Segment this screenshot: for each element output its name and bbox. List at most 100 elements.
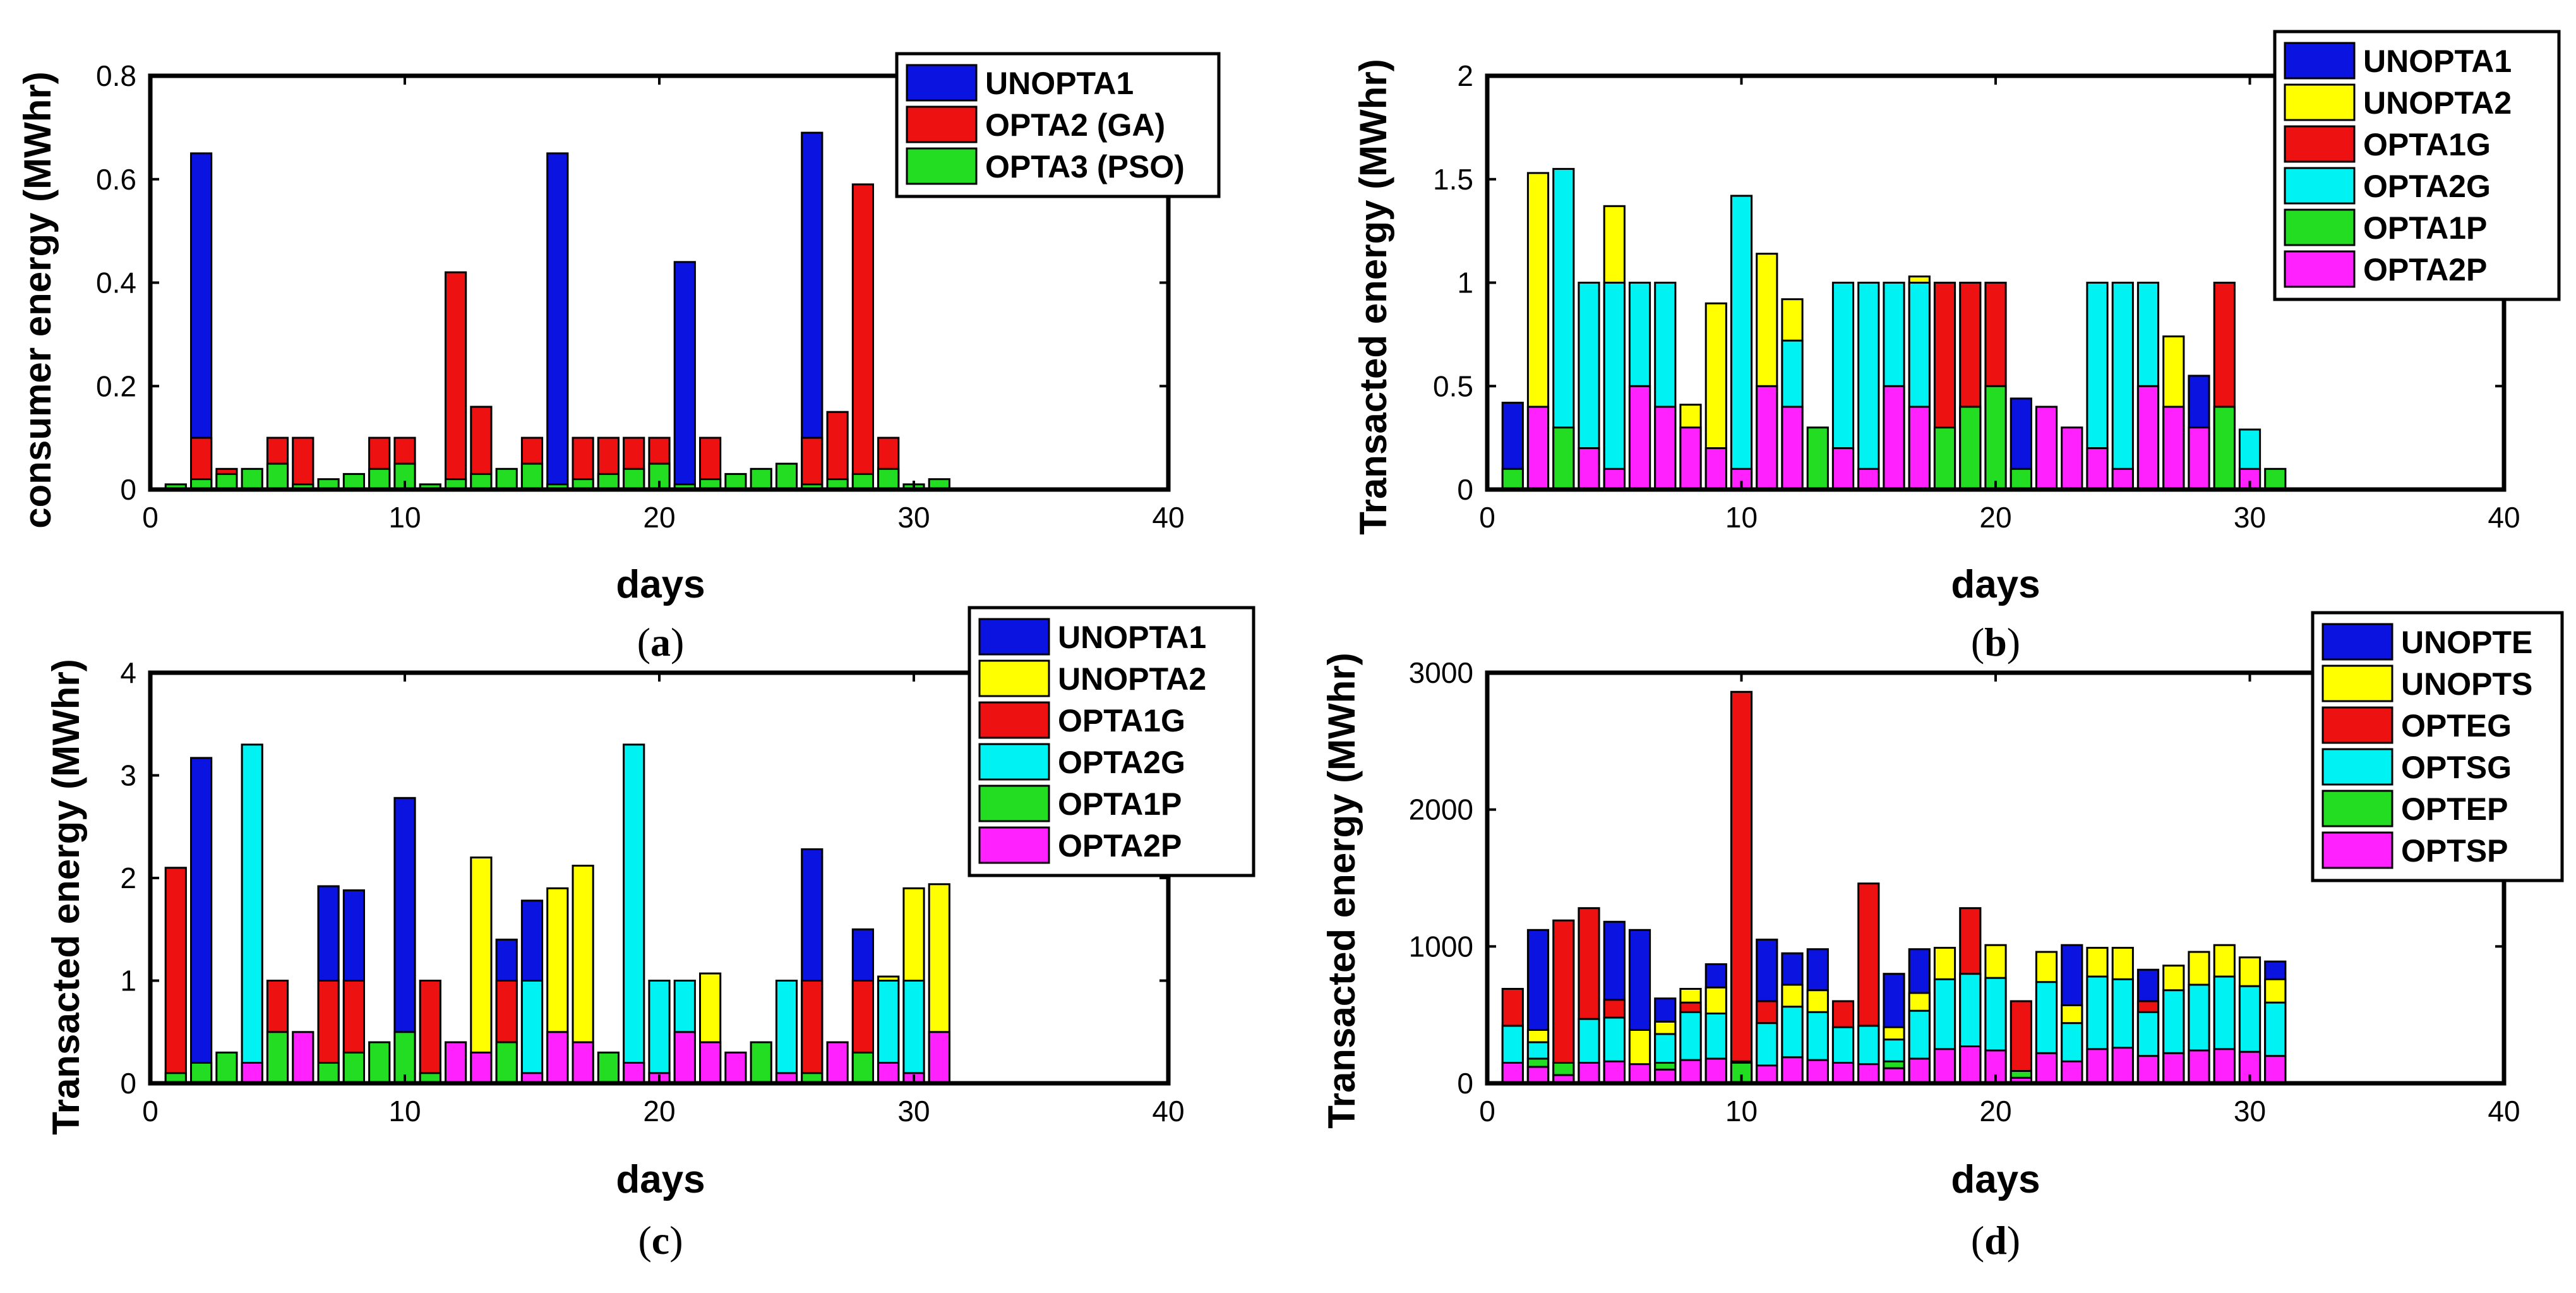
- bar: [597, 472, 620, 491]
- bar: [1857, 1063, 1880, 1085]
- legend: UNOPTE UNOPTS OPTEG OPTSG OPTEP OPTSP: [2311, 611, 2564, 882]
- legend-label: OPTA1P: [1058, 786, 1182, 822]
- legend: UNOPTA1 OPTA2 (GA) OPTA3 (PSO): [895, 52, 1221, 198]
- x-tick-label: 20: [643, 1095, 675, 1128]
- bar: [2162, 406, 2185, 491]
- legend-swatch: [2284, 83, 2356, 121]
- bar: [419, 980, 441, 1085]
- bar: [2035, 406, 2058, 491]
- y-tick-label: 1: [120, 965, 136, 997]
- x-tick-label: 0: [1479, 501, 1495, 534]
- bar: [750, 467, 772, 491]
- bar: [1984, 385, 2007, 491]
- legend-swatch: [2321, 623, 2393, 661]
- legend-label: UNOPTA1: [1058, 620, 1206, 655]
- bar: [928, 1031, 950, 1085]
- bar: [342, 1051, 365, 1085]
- legend-swatch: [2284, 42, 2356, 80]
- legend-swatch: [978, 659, 1050, 697]
- bar: [623, 743, 645, 1085]
- bar: [1933, 1048, 1956, 1085]
- bar: [1756, 385, 1778, 491]
- bar: [190, 757, 213, 1085]
- bar: [1654, 406, 1677, 491]
- legend-label: OPTA1G: [1058, 703, 1185, 738]
- legend-label: UNOPTA2: [2363, 85, 2512, 121]
- bar: [2136, 1055, 2160, 1085]
- legend-swatch: [978, 743, 1050, 781]
- y-axis-label: Transacted energy (MWhr): [45, 659, 87, 1135]
- y-tick-label: 0: [120, 1067, 136, 1100]
- y-tick-label: 0: [120, 473, 136, 506]
- bar: [2162, 1052, 2185, 1085]
- bar: [2086, 1048, 2109, 1085]
- legend-swatch: [2284, 167, 2356, 205]
- bar: [1603, 282, 1626, 491]
- bar: [851, 472, 875, 491]
- legend-label: OPTA2 (GA): [985, 107, 1165, 143]
- bar: [877, 467, 900, 491]
- legend-label: OPTA1G: [2363, 127, 2491, 162]
- x-tick-label: 30: [897, 1095, 930, 1128]
- bar: [623, 467, 645, 491]
- bar: [445, 1041, 467, 1085]
- bar: [1679, 1059, 1702, 1085]
- bar: [241, 743, 263, 1085]
- bar: [1526, 1066, 1550, 1085]
- bar: [470, 1051, 493, 1085]
- x-tick-label: 40: [1152, 501, 1184, 534]
- bar: [164, 867, 187, 1085]
- bar: [1806, 426, 1829, 491]
- legend-label: UNOPTA2: [1058, 661, 1206, 697]
- bar: [1756, 1064, 1778, 1085]
- y-tick-label: 3000: [1409, 656, 1473, 689]
- bar: [1501, 467, 1524, 491]
- bar: [2061, 426, 2083, 491]
- x-tick-label: 0: [142, 1095, 159, 1128]
- bar: [851, 1051, 875, 1085]
- bar: [495, 467, 518, 491]
- bar: [1501, 1062, 1524, 1085]
- legend-label: UNOPTA1: [2363, 44, 2512, 79]
- bar: [750, 1041, 772, 1085]
- x-tick-label: 30: [2234, 501, 2266, 534]
- legend-swatch: [2284, 208, 2356, 246]
- panel-caption: (c): [638, 1218, 683, 1263]
- bar: [215, 472, 238, 491]
- y-tick-label: 1: [1457, 267, 1473, 299]
- y-axis-label: consumer energy (MWhr): [16, 71, 59, 528]
- x-axis-label: days: [616, 1158, 705, 1201]
- legend-label: UNOPTS: [2401, 666, 2532, 702]
- legend-label: OPTA2G: [2363, 169, 2491, 204]
- legend: UNOPTA1 UNOPTA2 OPTA1G OPTA2G OPTA1P OPTA2P: [2273, 30, 2561, 301]
- y-tick-label: 2: [1457, 59, 1473, 92]
- y-tick-label: 0.6: [96, 163, 136, 196]
- bar: [851, 183, 875, 491]
- legend-swatch: [906, 105, 978, 143]
- bar: [292, 1031, 315, 1085]
- bar: [826, 411, 849, 491]
- legend-swatch: [2321, 790, 2393, 827]
- bar: [1933, 426, 1956, 491]
- bar: [1628, 1063, 1651, 1085]
- x-tick-label: 10: [388, 501, 421, 534]
- y-tick-label: 4: [120, 656, 136, 689]
- legend-swatch: [2321, 665, 2393, 702]
- bar: [292, 436, 315, 491]
- legend-label: OPTA3 (PSO): [985, 149, 1185, 184]
- y-tick-label: 1000: [1409, 930, 1473, 963]
- bar: [470, 857, 493, 1085]
- x-tick-label: 30: [2234, 1095, 2266, 1128]
- legend-label: UNOPTE: [2401, 625, 2532, 660]
- bar: [597, 1051, 620, 1085]
- y-tick-label: 3: [120, 759, 136, 792]
- bar: [2213, 1048, 2236, 1085]
- bar: [2111, 467, 2134, 491]
- bar: [317, 1062, 340, 1085]
- legend-swatch: [2321, 748, 2393, 786]
- bar: [1730, 195, 1753, 491]
- bar: [724, 1051, 747, 1085]
- legend-swatch: [978, 826, 1050, 864]
- bar: [495, 1041, 518, 1085]
